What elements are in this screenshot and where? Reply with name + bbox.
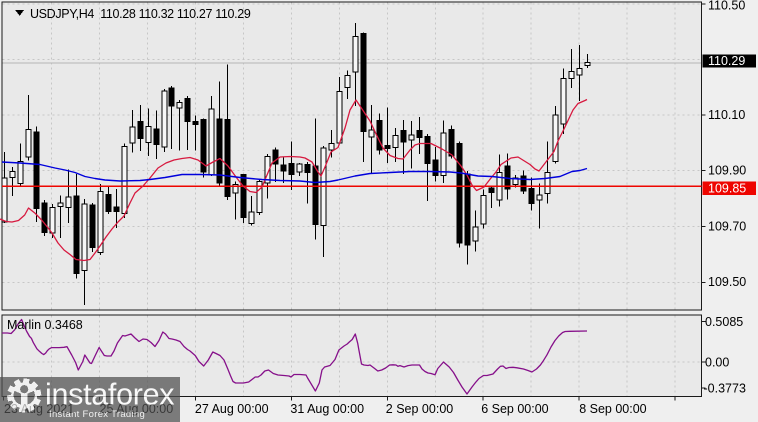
svg-text:110.29: 110.29 xyxy=(708,54,745,68)
svg-text:-0.3773: -0.3773 xyxy=(704,382,746,396)
svg-text:110.10: 110.10 xyxy=(708,108,745,122)
svg-text:31 Aug 00:00: 31 Aug 00:00 xyxy=(290,402,364,416)
svg-text:110.50: 110.50 xyxy=(708,0,745,13)
svg-text:Marlin 0.3468: Marlin 0.3468 xyxy=(7,318,83,332)
svg-text:109.85: 109.85 xyxy=(708,181,746,195)
svg-text:109.50: 109.50 xyxy=(708,275,746,289)
svg-text:109.70: 109.70 xyxy=(708,219,746,233)
svg-text:27 Aug 00:00: 27 Aug 00:00 xyxy=(195,402,269,416)
svg-text:2 Sep 00:00: 2 Sep 00:00 xyxy=(386,402,453,416)
svg-text:109.90: 109.90 xyxy=(708,164,746,178)
svg-text:6 Sep 00:00: 6 Sep 00:00 xyxy=(481,402,548,416)
svg-text:8 Sep 00:00: 8 Sep 00:00 xyxy=(579,402,646,416)
svg-text:0.5085: 0.5085 xyxy=(705,315,743,329)
svg-text:Instant Forex Trading: Instant Forex Trading xyxy=(49,409,145,420)
svg-text:instaforex: instaforex xyxy=(45,378,174,412)
svg-text:0.00: 0.00 xyxy=(705,356,729,370)
svg-text:USDJPY,H4 110.28 110.32 110.2: USDJPY,H4 110.28 110.32 110.27 110.29 xyxy=(30,7,251,21)
